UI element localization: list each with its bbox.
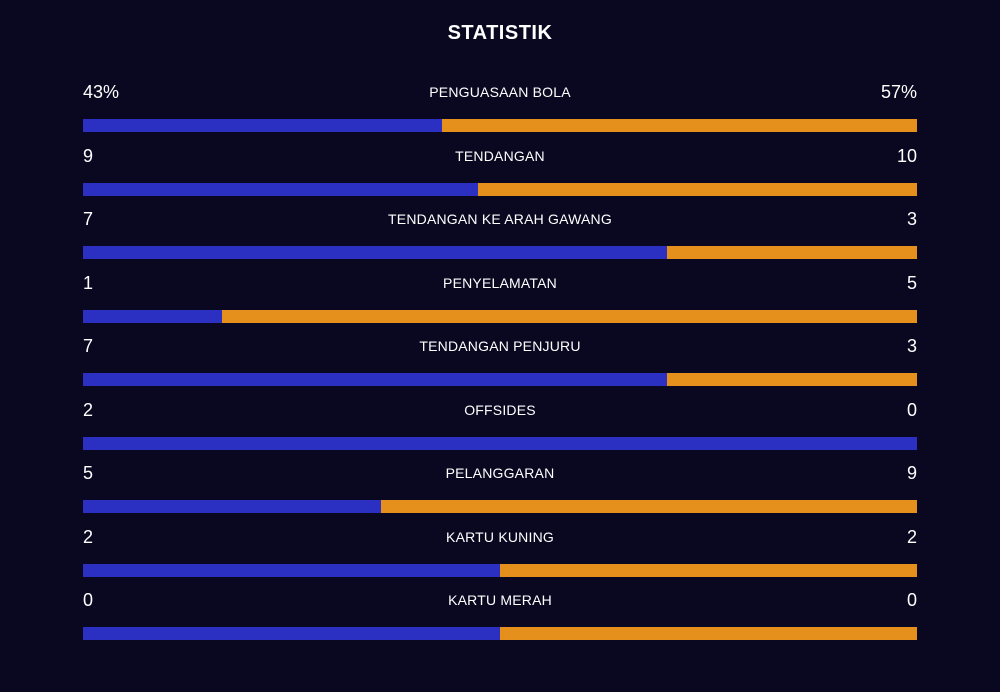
stat-row: 2 OFFSIDES 0 <box>83 398 917 462</box>
stat-row: 1 PENYELAMATAN 5 <box>83 271 917 335</box>
away-bar <box>478 182 917 196</box>
away-value: 9 <box>906 463 917 483</box>
comparison-bar <box>83 627 917 640</box>
stat-label: PELANGGARAN <box>445 465 555 481</box>
away-value: 0 <box>906 399 917 420</box>
home-value: 2 <box>83 399 94 420</box>
home-bar <box>83 182 479 196</box>
away-bar <box>500 627 917 640</box>
stat-label: KARTU MERAH <box>448 592 552 608</box>
stat-label: TENDANGAN PENJURU <box>419 338 581 354</box>
home-bar <box>83 309 222 323</box>
comparison-bar <box>83 373 917 386</box>
stats-list: 43% PENGUASAAN BOLA 57% 9 TENDANGAN 10 7 TENDAN… <box>83 80 917 652</box>
home-value: 5 <box>83 463 94 483</box>
away-bar <box>441 119 917 132</box>
stat-row: 7 TENDANGAN KE ARAH GAWANG 3 <box>83 207 917 271</box>
away-value: 0 <box>906 590 917 610</box>
home-bar <box>83 119 442 132</box>
stat-header: 2 KARTU KUNING 2 <box>83 525 917 555</box>
stat-label: TENDANGAN KE ARAH GAWANG <box>388 211 612 227</box>
away-value: 3 <box>906 336 917 356</box>
stat-row: 43% PENGUASAAN BOLA 57% <box>83 80 917 144</box>
stat-header: 9 TENDANGAN 10 <box>83 144 917 174</box>
home-value: 0 <box>83 590 94 610</box>
away-bar <box>221 309 917 323</box>
stat-header: 2 OFFSIDES 0 <box>83 398 917 428</box>
home-bar <box>83 563 500 577</box>
home-value: 7 <box>83 209 94 229</box>
away-bar <box>666 373 917 386</box>
away-bar <box>380 500 917 513</box>
stat-row: 9 TENDANGAN 10 <box>83 144 917 208</box>
stat-row: 0 KARTU MERAH 0 <box>83 588 917 652</box>
stat-row: 7 TENDANGAN PENJURU 3 <box>83 334 917 398</box>
stat-label: OFFSIDES <box>464 401 536 418</box>
away-bar <box>500 563 917 577</box>
stat-row: 5 PELANGGARAN 9 <box>83 461 917 525</box>
stat-row: 2 KARTU KUNING 2 <box>83 525 917 589</box>
stat-header: 0 KARTU MERAH 0 <box>83 588 917 618</box>
stat-header: 1 PENYELAMATAN 5 <box>83 271 917 301</box>
comparison-bar <box>83 563 917 577</box>
home-value: 9 <box>83 145 94 166</box>
home-value: 1 <box>83 272 94 293</box>
away-value: 3 <box>906 209 917 229</box>
away-value: 2 <box>906 526 917 547</box>
away-bar <box>666 246 917 259</box>
comparison-bar <box>83 500 917 513</box>
home-value: 7 <box>83 336 94 356</box>
away-value: 5 <box>906 272 917 293</box>
home-value: 2 <box>83 526 94 547</box>
away-value: 57% <box>880 82 917 102</box>
home-bar <box>83 436 917 450</box>
home-value: 43% <box>83 82 120 102</box>
home-bar <box>83 373 667 386</box>
stat-label: PENYELAMATAN <box>443 274 557 291</box>
page-title: STATISTIK <box>447 22 553 44</box>
stat-header: 7 TENDANGAN KE ARAH GAWANG 3 <box>83 207 917 237</box>
away-value: 10 <box>896 145 917 166</box>
home-bar <box>83 246 667 259</box>
comparison-bar <box>83 119 917 132</box>
stat-header: 43% PENGUASAAN BOLA 57% <box>83 80 917 110</box>
comparison-bar <box>83 309 917 323</box>
stat-label: PENGUASAAN BOLA <box>429 84 571 100</box>
comparison-bar <box>83 246 917 259</box>
stat-label: TENDANGAN <box>455 147 545 164</box>
stat-label: KARTU KUNING <box>446 528 554 545</box>
home-bar <box>83 500 381 513</box>
stat-header: 7 TENDANGAN PENJURU 3 <box>83 334 917 364</box>
stat-header: 5 PELANGGARAN 9 <box>83 461 917 491</box>
comparison-bar <box>83 436 917 450</box>
home-bar <box>83 627 500 640</box>
comparison-bar <box>83 182 917 196</box>
